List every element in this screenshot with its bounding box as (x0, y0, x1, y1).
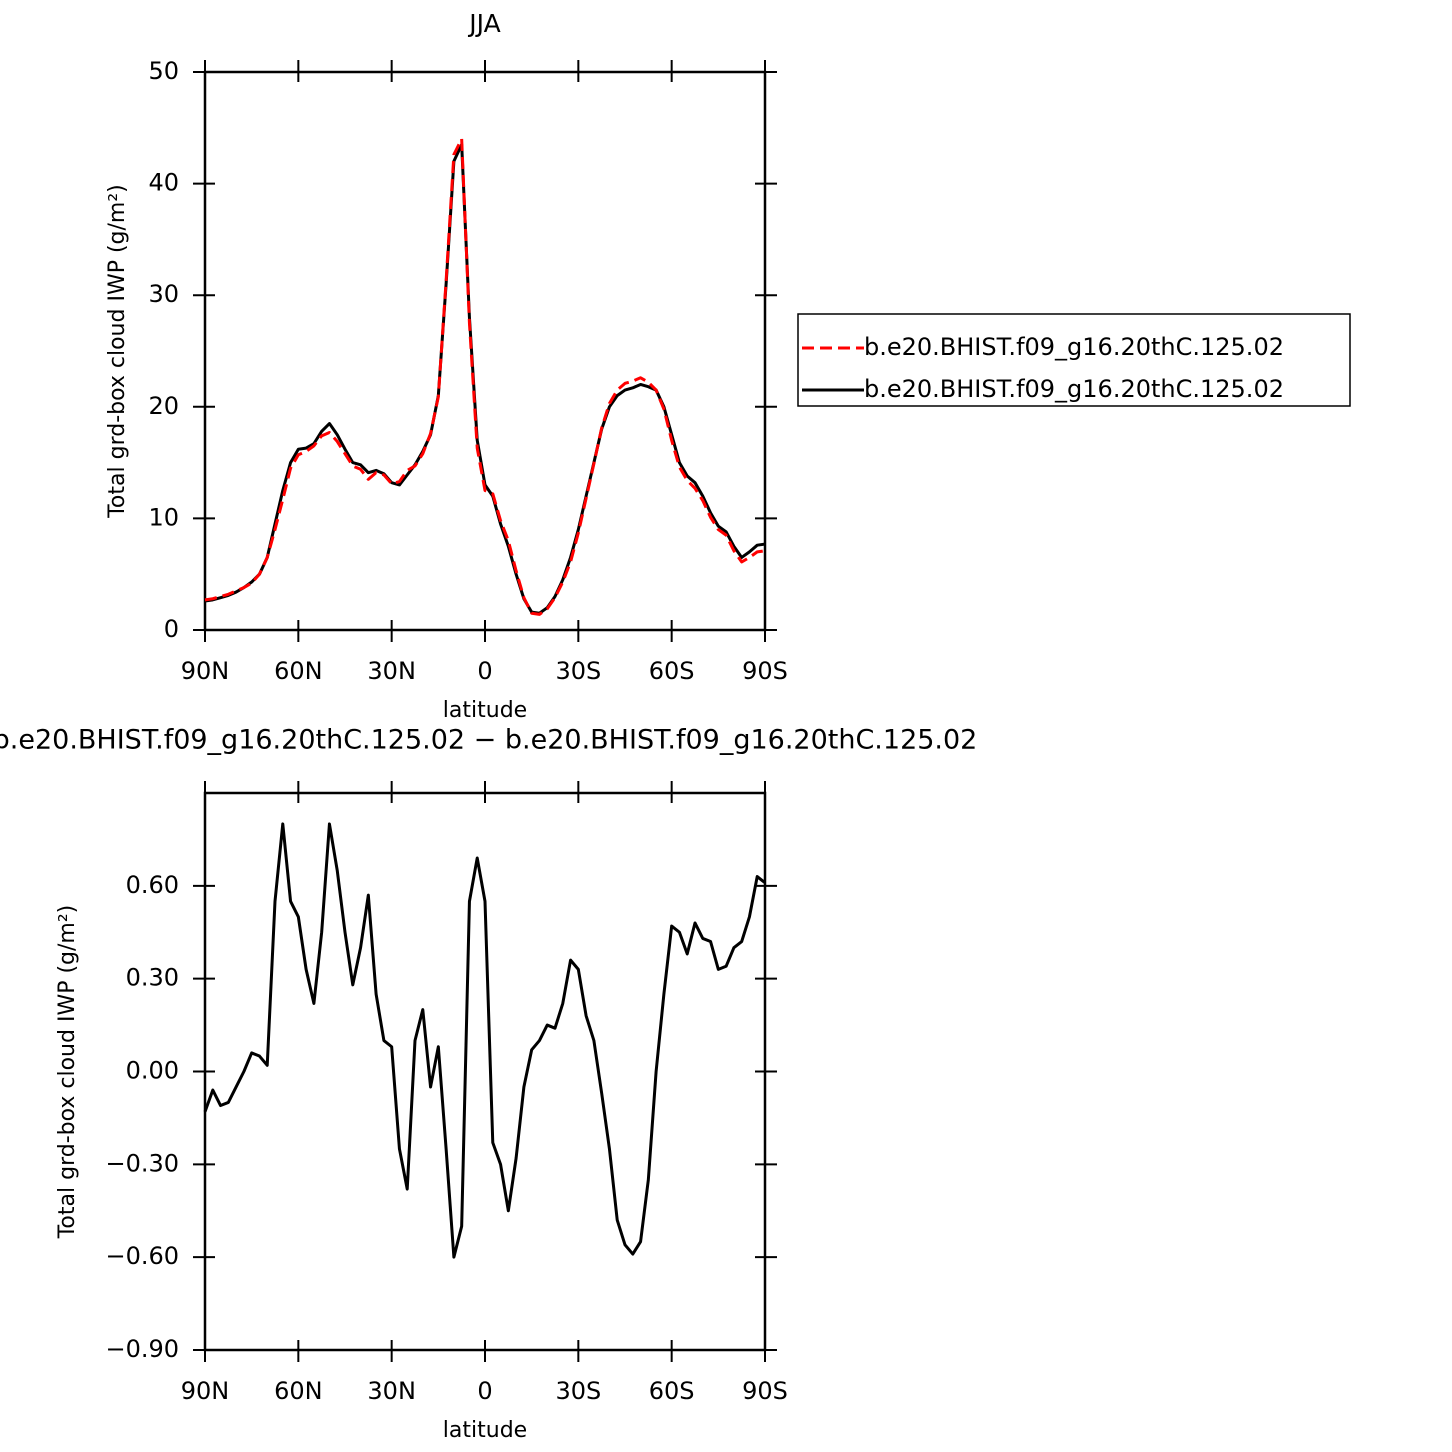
chart-title: b.e20.BHIST.f09_g16.20thC.125.02 − b.e20… (0, 725, 977, 756)
x-tick-label: 30S (555, 657, 601, 685)
legend-label: b.e20.BHIST.f09_g16.20thC.125.02 (864, 375, 1284, 403)
x-tick-label: 60S (649, 657, 695, 685)
y-tick-label: 40 (148, 169, 179, 197)
x-tick-label: 30S (555, 1377, 601, 1405)
x-tick-label: 60N (274, 657, 323, 685)
x-tick-label: 30N (367, 657, 416, 685)
x-axis-label: latitude (443, 698, 527, 723)
data-line (204, 143, 766, 615)
x-tick-label: 90S (742, 1377, 788, 1405)
x-tick-label: 60N (274, 1377, 323, 1405)
legend-label: b.e20.BHIST.f09_g16.20thC.125.02 (864, 333, 1284, 361)
y-tick-label: 50 (148, 57, 179, 85)
y-tick-label: 0.00 (126, 1057, 179, 1085)
x-tick-label: 30N (367, 1377, 416, 1405)
chart-title: JJA (467, 9, 500, 38)
data-line (204, 137, 766, 616)
y-tick-label: 30 (148, 280, 179, 308)
x-tick-label: 0 (477, 657, 492, 685)
x-tick-label: 60S (649, 1377, 695, 1405)
legend-box (797, 313, 1351, 407)
y-tick-label: 20 (148, 392, 179, 420)
x-axis-label: latitude (443, 1418, 527, 1443)
y-tick-label: 0 (164, 615, 179, 643)
plot-frame (203, 70, 767, 632)
y-tick-label: −0.90 (105, 1335, 179, 1363)
y-tick-label: 10 (148, 503, 179, 531)
y-tick-label: −0.60 (105, 1242, 179, 1270)
data-line (203, 822, 766, 1259)
y-tick-label: 0.30 (126, 964, 179, 992)
x-tick-label: 0 (477, 1377, 492, 1405)
y-axis-label: Total grd-box cloud IWP (g/m²) (55, 905, 80, 1240)
x-tick-label: 90N (181, 1377, 230, 1405)
y-tick-label: −0.30 (105, 1149, 179, 1177)
y-tick-label: 0.60 (126, 871, 179, 899)
x-tick-label: 90S (742, 657, 788, 685)
x-tick-label: 90N (181, 657, 230, 685)
y-axis-label: Total grd-box cloud IWP (g/m²) (105, 184, 130, 519)
